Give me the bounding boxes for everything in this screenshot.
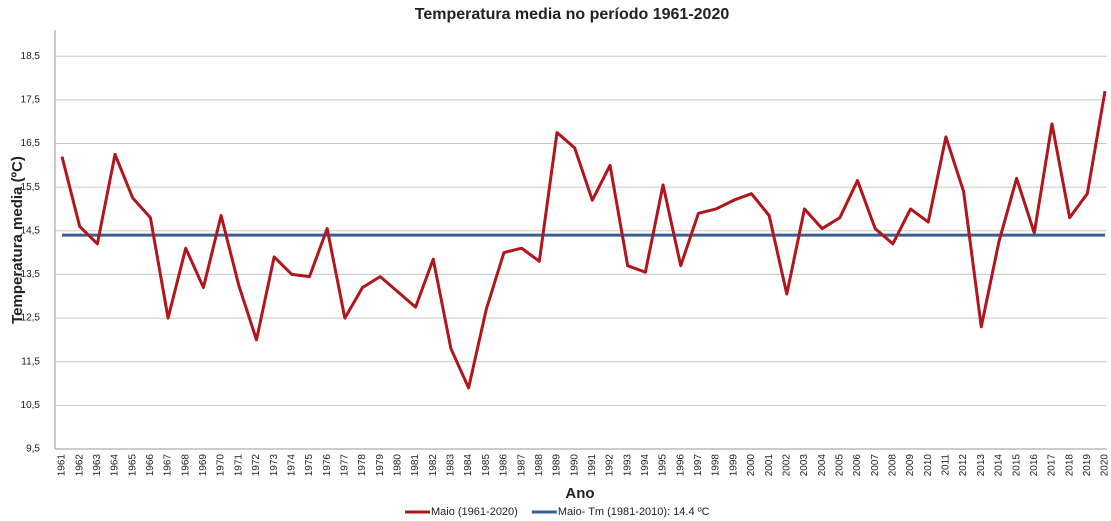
x-tick-label: 1965 (127, 454, 138, 477)
x-tick-label: 1975 (304, 454, 315, 477)
x-tick-label: 1980 (393, 454, 404, 477)
x-tick-label: 2014 (994, 454, 1005, 477)
x-tick-label: 1985 (481, 454, 492, 477)
x-tick-label: 1977 (339, 454, 350, 477)
x-tick-label: 2009 (905, 454, 916, 477)
y-tick-label: 12,5 (21, 313, 41, 324)
x-tick-label: 2012 (958, 454, 969, 477)
x-tick-label: 1982 (428, 454, 439, 477)
x-tick-label: 1994 (640, 454, 651, 477)
x-tick-label: 2000 (746, 454, 757, 477)
x-tick-label: 2004 (817, 454, 828, 477)
x-tick-label: 2006 (852, 454, 863, 477)
x-tick-label: 1983 (446, 454, 457, 477)
x-tick-label: 2019 (1082, 454, 1093, 477)
x-tick-label: 1978 (357, 454, 368, 477)
chart-title: Temperatura media no período 1961-2020 (415, 6, 730, 23)
x-tick-label: 2008 (888, 454, 899, 477)
x-tick-label: 2013 (976, 454, 987, 477)
x-tick-label: 1988 (534, 454, 545, 477)
x-tick-label: 1963 (92, 454, 103, 477)
x-tick-label: 1986 (499, 454, 510, 477)
x-tick-label: 1987 (516, 454, 527, 477)
x-tick-label: 2016 (1029, 454, 1040, 477)
y-tick-label: 18,5 (21, 51, 41, 62)
x-tick-label: 1962 (74, 454, 85, 477)
x-tick-label: 1969 (198, 454, 209, 477)
x-tick-label: 2015 (1011, 454, 1022, 477)
x-tick-label: 2007 (870, 454, 881, 477)
y-tick-label: 13,5 (21, 269, 41, 280)
x-tick-label: 1996 (675, 454, 686, 477)
x-tick-label: 1979 (375, 454, 386, 477)
x-tick-label: 2018 (1064, 454, 1075, 477)
x-tick-label: 1981 (410, 454, 421, 477)
x-tick-label: 2020 (1100, 454, 1111, 477)
y-tick-label: 15,5 (21, 182, 41, 193)
y-tick-label: 10,5 (21, 400, 41, 411)
legend-label: Maio (1961-2020) (431, 506, 518, 518)
y-tick-label: 14,5 (21, 225, 41, 236)
x-tick-label: 1972 (251, 454, 262, 477)
x-tick-label: 1991 (587, 454, 598, 477)
x-tick-label: 2002 (781, 454, 792, 477)
x-tick-label: 1998 (711, 454, 722, 477)
y-tick-label: 17,5 (21, 94, 41, 105)
x-tick-label: 1990 (569, 454, 580, 477)
x-tick-label: 2017 (1047, 454, 1058, 477)
x-tick-label: 1964 (110, 454, 121, 477)
x-tick-label: 1984 (463, 454, 474, 477)
x-tick-label: 1966 (145, 454, 156, 477)
x-tick-label: 2005 (834, 454, 845, 477)
y-axis-title: Temperatura media (ºC) (9, 156, 26, 324)
legend-label: Maio- Tm (1981-2010): 14.4 ºC (558, 506, 710, 518)
x-tick-label: 1968 (180, 454, 191, 477)
y-tick-label: 11,5 (21, 356, 40, 367)
x-tick-label: 2003 (799, 454, 810, 477)
line-series (60, 90, 1107, 390)
x-tick-label: 1961 (57, 454, 68, 477)
y-tick-label: 9,5 (26, 444, 40, 455)
x-axis-title: Ano (565, 485, 594, 502)
y-tick-label: 16,5 (21, 138, 41, 149)
x-tick-label: 1992 (605, 454, 616, 477)
x-tick-label: 1976 (322, 454, 333, 477)
x-tick-label: 1999 (728, 454, 739, 477)
x-tick-label: 1993 (622, 454, 633, 477)
x-tick-label: 1995 (658, 454, 669, 477)
x-tick-label: 1970 (216, 454, 227, 477)
x-tick-label: 1997 (693, 454, 704, 477)
x-tick-label: 2011 (941, 454, 952, 476)
x-tick-label: 2001 (764, 454, 775, 477)
x-tick-label: 1974 (286, 454, 297, 477)
x-tick-label: 2010 (923, 454, 934, 477)
x-tick-label: 1989 (552, 454, 563, 477)
x-tick-label: 1971 (233, 454, 244, 477)
x-tick-label: 1967 (163, 454, 174, 477)
x-tick-label: 1973 (269, 454, 280, 477)
